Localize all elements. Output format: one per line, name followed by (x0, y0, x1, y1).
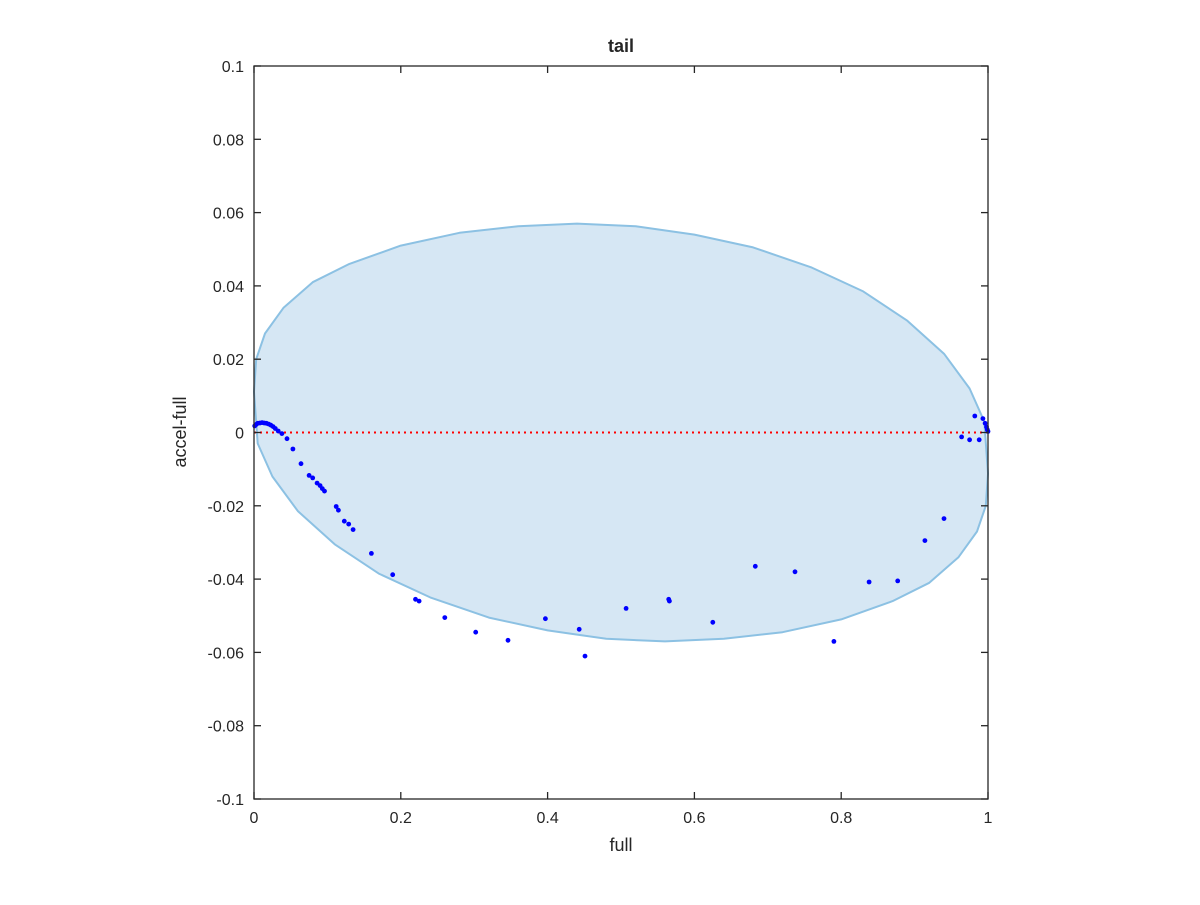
data-point (576, 626, 582, 632)
data-point (346, 521, 352, 527)
data-point (831, 639, 837, 644)
chart-title: tail (608, 36, 634, 56)
data-point (972, 413, 978, 419)
plot-area: 0 0.2 0.4 0.6 0.8 1 -0.1 -0.08 -0.06 -0.04 -0.02 0 0… (208, 59, 993, 827)
y-axis-label: accel-full (170, 396, 190, 467)
y-tick-label: -0.04 (208, 572, 245, 589)
data-point (350, 527, 356, 532)
y-tick-label: 0.02 (213, 352, 244, 369)
data-point (336, 507, 341, 513)
data-point (792, 569, 798, 575)
y-tick-label: 0 (235, 426, 244, 443)
data-point (413, 596, 418, 602)
data-point (284, 436, 290, 442)
data-point (333, 504, 339, 509)
data-point (710, 619, 716, 625)
data-point (623, 606, 629, 611)
data-point (322, 488, 327, 494)
y-tick-label: 0.1 (222, 59, 244, 76)
data-point (895, 578, 901, 584)
x-tick-label: 0.2 (390, 810, 412, 827)
data-point (582, 653, 588, 659)
x-tick-label: 1 (984, 810, 993, 827)
data-point (310, 475, 316, 481)
y-tick-label: -0.02 (208, 499, 245, 516)
data-point (279, 431, 285, 436)
y-tick-label: 0.04 (213, 279, 244, 296)
data-point (442, 615, 448, 620)
data-point (369, 551, 374, 556)
x-tick-label: 0.8 (830, 810, 852, 827)
data-point (473, 629, 479, 635)
data-point (752, 563, 758, 569)
data-point (416, 598, 422, 604)
data-point (290, 446, 296, 452)
x-tick-label: 0.6 (683, 810, 705, 827)
data-point (982, 420, 988, 426)
data-point (390, 572, 396, 578)
data-point (505, 637, 511, 643)
data-point (967, 437, 972, 443)
data-point (959, 434, 964, 440)
x-axis-label: full (609, 835, 632, 855)
x-tick-label: 0 (250, 810, 259, 827)
y-tick-label: 0.06 (213, 206, 244, 223)
data-point (922, 538, 928, 543)
data-point (980, 416, 986, 421)
y-tick-label: -0.1 (216, 792, 244, 809)
y-tick-label: -0.08 (208, 719, 245, 736)
data-point (866, 579, 872, 585)
data-point (306, 473, 312, 478)
data-point (275, 428, 281, 434)
data-point (298, 461, 304, 467)
data-point (667, 598, 672, 604)
y-tick-label: 0.08 (213, 132, 244, 149)
data-point (941, 516, 947, 521)
data-point (543, 616, 548, 622)
x-tick-label: 0.4 (536, 810, 558, 827)
y-tick-label: -0.06 (208, 645, 245, 662)
data-point (976, 437, 982, 443)
data-point (341, 518, 347, 524)
